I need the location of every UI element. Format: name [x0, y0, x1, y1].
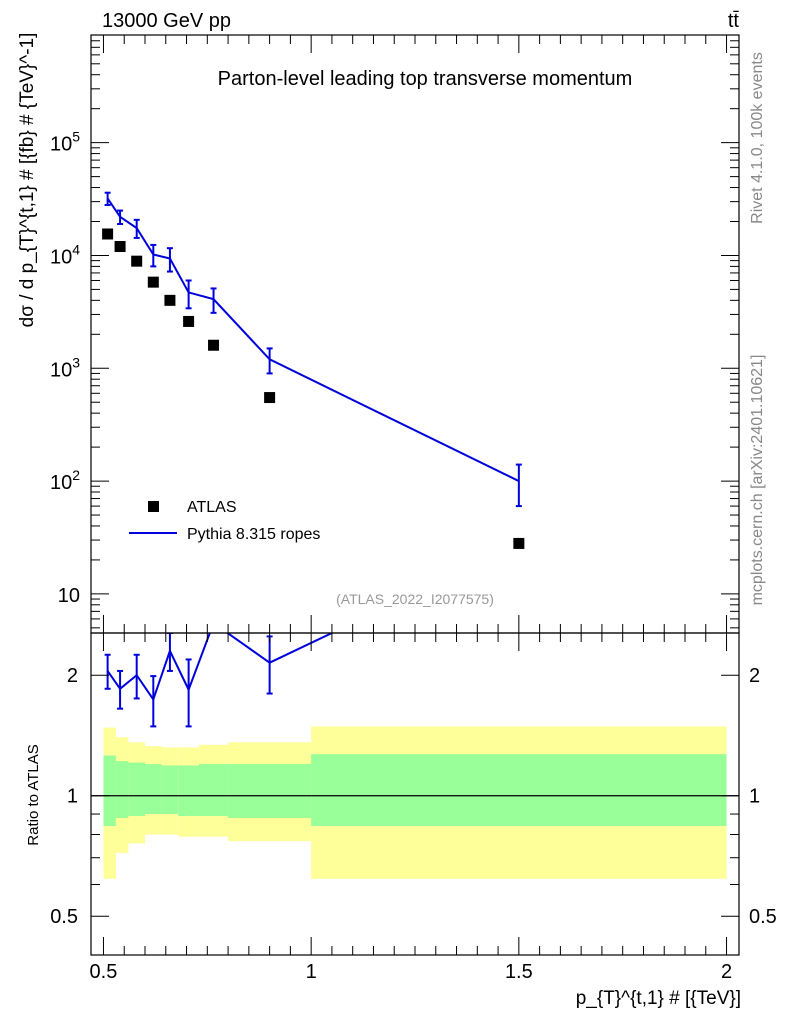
main-frame — [90, 34, 740, 634]
ratio-y-tick-label-right: 2 — [749, 665, 760, 687]
main-title: Parton-level leading top transverse mome… — [218, 68, 633, 90]
main-y-tick-label: 105 — [50, 129, 80, 156]
analysis-watermark: (ATLAS_2022_I2077575) — [336, 591, 494, 607]
x-tick-label: 0.5 — [90, 961, 118, 983]
ratio-frame — [90, 632, 740, 956]
atlas-uncertainty-band-inner — [128, 762, 145, 816]
x-tick-label: 2 — [721, 961, 732, 983]
rivet-version-label: Rivet 4.1.0, 100k events — [749, 52, 766, 224]
atlas-uncertainty-band-inner — [178, 765, 199, 816]
energy-label: 13000 GeV pp — [102, 10, 231, 32]
ratio-y-tick-label-left: 1 — [67, 786, 78, 808]
ratio-y-axis-label: Ratio to ATLAS — [25, 744, 42, 845]
x-tick-label: 1.5 — [505, 961, 533, 983]
main-y-tick-label: 104 — [50, 241, 80, 268]
atlas-data-point — [164, 294, 176, 306]
main-y-axis-label: dσ / d p_{T}^{t,1} # [{fb} # {TeV}^-1] — [17, 33, 38, 328]
legend: ATLAS Pythia 8.315 ropes — [129, 499, 320, 543]
main-panel: Parton-level leading top transverse mome… — [17, 33, 740, 634]
ratio-y-tick-label-right: 1 — [749, 786, 760, 808]
atlas-data-point — [102, 228, 114, 240]
ratio-y-tick-label-left: 0.5 — [50, 906, 78, 928]
pythia-main-line — [106, 197, 520, 482]
atlas-uncertainty-band-inner — [103, 755, 116, 827]
atlas-data-point — [183, 315, 195, 327]
atlas-uncertainty-band-inner — [161, 765, 179, 815]
atlas-uncertainty-band-inner — [311, 754, 727, 827]
main-y-tick-label: 103 — [50, 354, 80, 381]
atlas-uncertainty-band-inner — [228, 764, 312, 818]
atlas-data-point — [131, 255, 143, 267]
atlas-uncertainty-band-inner — [199, 764, 229, 816]
x-axis-label: p_{T}^{t,1} # [{TeV}] — [576, 988, 741, 1009]
atlas-data-point — [147, 276, 159, 288]
mcplots-label: mcplots.cern.ch [arXiv:2401.10621] — [749, 355, 766, 606]
legend-atlas-label: ATLAS — [187, 499, 237, 516]
x-tick-label: 1 — [306, 961, 317, 983]
process-label: tt̄ — [728, 10, 740, 32]
ratio-panel: 0.5 0.5 1 1 2 2 0.5 1 1.5 2 Ratio to ATLAS p_{T}^… — [25, 632, 777, 1009]
main-y-tick-label: 10 — [58, 585, 80, 607]
atlas-data-point — [513, 537, 525, 549]
atlas-data-point — [114, 241, 126, 253]
atlas-data-point — [208, 339, 220, 351]
atlas-data-point — [264, 392, 276, 404]
ratio-y-tick-label-right: 0.5 — [749, 906, 777, 928]
legend-pythia-label: Pythia 8.315 ropes — [187, 526, 320, 543]
ratio-y-tick-label-left: 2 — [67, 665, 78, 687]
main-y-tick-label: 102 — [50, 467, 80, 494]
atlas-uncertainty-band-inner — [115, 761, 129, 818]
pythia-ratio-line — [106, 633, 333, 702]
atlas-uncertainty-band-inner — [145, 764, 162, 815]
legend-atlas-marker — [148, 501, 159, 512]
